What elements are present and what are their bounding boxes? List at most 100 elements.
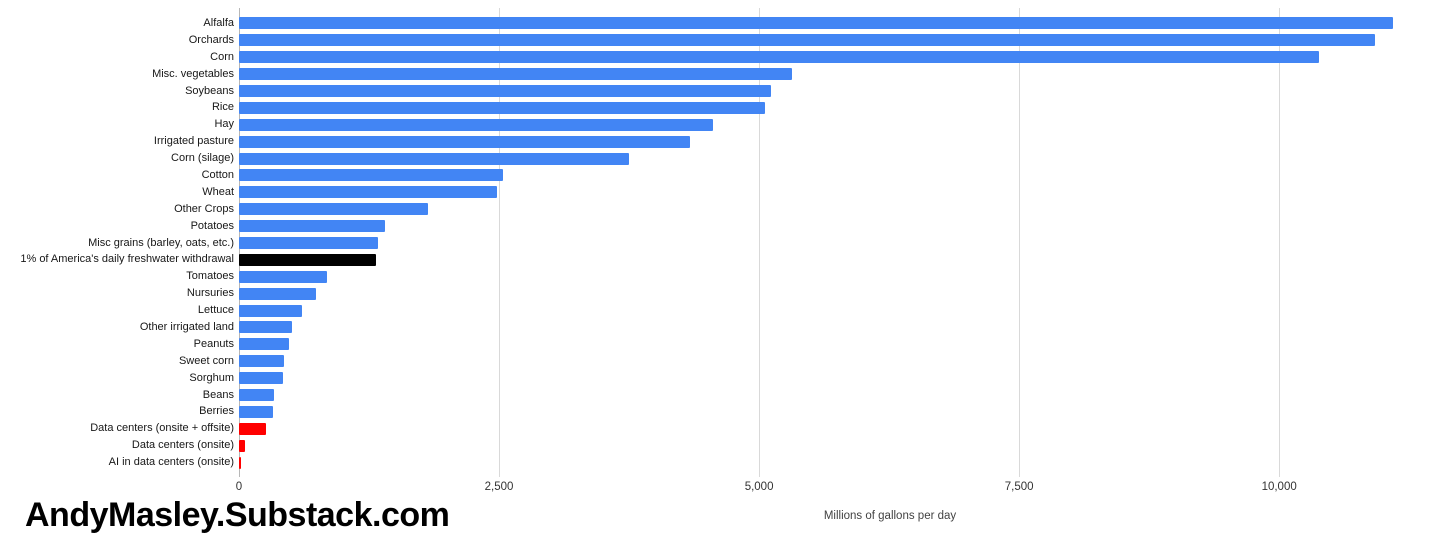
bar-row: Orchards: [0, 32, 1456, 49]
bar-row: Misc. vegetables: [0, 66, 1456, 83]
bar-track: [239, 66, 1456, 83]
bar-track: [239, 184, 1456, 201]
bar-track: [239, 302, 1456, 319]
bar: [239, 101, 766, 114]
bar-label: Potatoes: [190, 219, 234, 232]
bar-label: Orchards: [188, 33, 234, 46]
bar-row: Misc grains (barley, oats, etc.): [0, 235, 1456, 252]
bar: [239, 422, 266, 435]
bar-track: [239, 251, 1456, 268]
bar-row: 1% of America's daily freshwater withdra…: [0, 251, 1456, 268]
bar-label: Corn: [210, 50, 234, 63]
bar: [239, 135, 691, 148]
bar: [239, 220, 385, 233]
bar-track: [239, 420, 1456, 437]
bar-label: Lettuce: [197, 304, 234, 317]
bar-track: [239, 403, 1456, 420]
bar-track: [239, 83, 1456, 100]
bar-track: [239, 319, 1456, 336]
bar: [239, 17, 1393, 30]
bar-track: [239, 116, 1456, 133]
bar-row: Corn: [0, 49, 1456, 66]
bar-label: Soybeans: [185, 84, 234, 97]
bar-track: [239, 218, 1456, 235]
bar-row: Cotton: [0, 167, 1456, 184]
bar-label: Data centers (onsite): [131, 439, 234, 452]
bar-label: Sweet corn: [178, 354, 234, 367]
bar: [239, 372, 283, 385]
bar-rows: Alfalfa Orchards Corn Misc. vegetables Soybe…: [0, 15, 1456, 471]
bar-row: Irrigated pasture: [0, 133, 1456, 150]
bar-label: Hay: [214, 118, 234, 131]
bar: [239, 287, 316, 300]
bar-row: Other irrigated land: [0, 319, 1456, 336]
bar: [239, 405, 273, 418]
watermark-text: AndyMasley.Substack.com: [25, 496, 450, 534]
bar: [239, 68, 793, 81]
bar: [239, 304, 303, 317]
bar-track: [239, 133, 1456, 150]
gridline: [759, 8, 761, 477]
bar-row: Sorghum: [0, 370, 1456, 387]
bar-row: Tomatoes: [0, 268, 1456, 285]
bar-row: Wheat: [0, 184, 1456, 201]
bar: [239, 439, 245, 452]
bar-label: Irrigated pasture: [153, 135, 234, 148]
bar: [239, 270, 327, 283]
bar-row: Lettuce: [0, 302, 1456, 319]
bar-label: Data centers (onsite + offsite): [90, 422, 234, 435]
bar-label: Tomatoes: [186, 270, 234, 283]
gridline: [1019, 8, 1021, 477]
bar-row: Hay: [0, 116, 1456, 133]
bar: [239, 186, 497, 199]
bar-row: Corn (silage): [0, 150, 1456, 167]
bar: [239, 34, 1375, 47]
x-tick-label: 7,500: [1004, 481, 1034, 493]
bar-row: Data centers (onsite + offsite): [0, 420, 1456, 437]
bar-row: Other Crops: [0, 201, 1456, 218]
bar-track: [239, 150, 1456, 167]
bar-row: Nursuries: [0, 285, 1456, 302]
bar-label: Other irrigated land: [139, 320, 234, 333]
bar-row: Beans: [0, 387, 1456, 404]
bar-row: Data centers (onsite): [0, 437, 1456, 454]
bar-label: Peanuts: [193, 337, 234, 350]
bar-label: Wheat: [202, 185, 234, 198]
bar-track: [239, 353, 1456, 370]
bar-row: Sweet corn: [0, 353, 1456, 370]
bar: [239, 338, 289, 351]
bar-track: [239, 336, 1456, 353]
bar-track: [239, 99, 1456, 116]
bar-track: [239, 437, 1456, 454]
bar: [239, 51, 1319, 64]
bar-label: Alfalfa: [203, 16, 234, 29]
bar-row: Rice: [0, 99, 1456, 116]
bar: [239, 253, 377, 266]
bar-track: [239, 268, 1456, 285]
bar-label: Misc. vegetables: [152, 67, 234, 80]
bar: [239, 355, 284, 368]
bar-track: [239, 370, 1456, 387]
bar: [239, 321, 293, 334]
bar: [239, 85, 771, 97]
bar: [239, 169, 504, 182]
bar-row: AI in data centers (onsite): [0, 454, 1456, 471]
bar-label: Berries: [199, 405, 234, 418]
x-tick-label: 10,000: [1261, 481, 1297, 493]
x-tick-label: 2,500: [484, 481, 514, 493]
bar: [239, 152, 630, 165]
x-axis-title: Millions of gallons per day: [823, 510, 957, 522]
bar-row: Soybeans: [0, 83, 1456, 100]
bar-track: [239, 49, 1456, 66]
gridline: [1279, 8, 1281, 477]
bar-label: 1% of America's daily freshwater withdra…: [20, 253, 234, 266]
bar-label: AI in data centers (onsite): [108, 456, 234, 469]
bar-track: [239, 454, 1456, 471]
bar-track: [239, 167, 1456, 184]
bar-label: Misc grains (barley, oats, etc.): [88, 236, 234, 249]
bar-label: Other Crops: [174, 202, 234, 215]
bar: [239, 389, 274, 402]
x-tick-label: 5,000: [744, 481, 774, 493]
bar-label: Beans: [202, 388, 234, 401]
